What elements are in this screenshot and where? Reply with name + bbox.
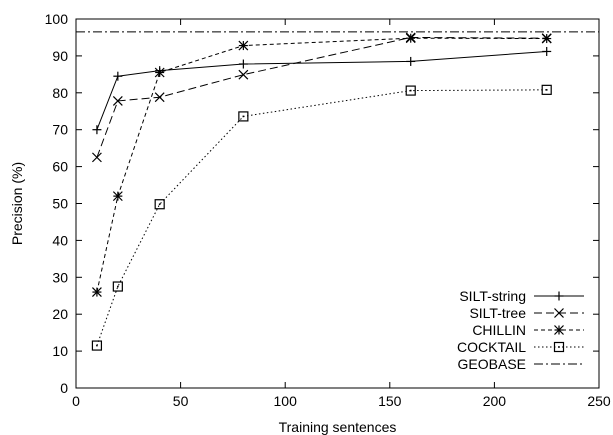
- y-tick-label: 70: [52, 122, 68, 138]
- data-point: [112, 95, 123, 106]
- y-tick-label: 20: [52, 306, 68, 322]
- data-point: [154, 67, 165, 78]
- data-point: [238, 69, 249, 80]
- x-tick-label: 200: [483, 393, 507, 409]
- legend-item: GEOBASE: [458, 356, 584, 372]
- data-point: [112, 281, 123, 292]
- data-point: [554, 291, 564, 301]
- y-tick-label: 60: [52, 159, 68, 175]
- legend: SILT-stringSILT-treeCHILLINCOCKTAILGEOBA…: [457, 288, 584, 372]
- data-point: [154, 92, 165, 103]
- data-point: [554, 308, 564, 318]
- y-tick-label: 0: [60, 380, 68, 396]
- series-silt-tree: [91, 32, 552, 163]
- data-point: [238, 111, 249, 122]
- x-tick-label: 150: [378, 393, 402, 409]
- series-line-silt-string: [96, 50, 547, 130]
- data-point: [541, 84, 552, 95]
- x-axis-title: Training sentences: [279, 419, 397, 435]
- y-tick-label: 90: [52, 48, 68, 64]
- series-layer: [76, 31, 599, 351]
- data-point: [542, 46, 552, 56]
- legend-label: CHILLIN: [472, 322, 526, 338]
- y-tick-label: 30: [52, 269, 68, 285]
- data-point: [406, 56, 416, 66]
- data-point: [238, 40, 249, 51]
- data-point: [541, 33, 552, 44]
- data-point: [91, 152, 102, 163]
- legend-item: CHILLIN: [472, 322, 584, 338]
- data-point: [154, 199, 165, 210]
- legend-label: SILT-tree: [469, 305, 526, 321]
- series-silt-string: [92, 46, 552, 135]
- data-point: [405, 85, 416, 96]
- legend-item: SILT-tree: [469, 305, 584, 321]
- y-tick-label: 10: [52, 343, 68, 359]
- y-tick-label: 80: [52, 85, 68, 101]
- data-point: [553, 341, 565, 353]
- data-point: [91, 287, 102, 297]
- y-tick-label: 100: [45, 11, 69, 27]
- data-point: [91, 340, 103, 351]
- data-point: [112, 191, 123, 202]
- y-axis-title: Precision (%): [9, 162, 25, 245]
- legend-label: GEOBASE: [458, 356, 526, 372]
- data-point: [113, 71, 123, 81]
- x-tick-label: 0: [72, 393, 80, 409]
- x-tick-label: 50: [173, 393, 189, 409]
- series-line-cocktail: [96, 89, 547, 346]
- legend-label: COCKTAIL: [457, 339, 526, 355]
- series-line-silt-tree: [96, 36, 547, 158]
- legend-label: SILT-string: [459, 288, 526, 304]
- series-chillin: [91, 33, 552, 297]
- data-point: [405, 33, 416, 44]
- y-tick-label: 50: [52, 196, 68, 212]
- legend-item: COCKTAIL: [457, 339, 584, 355]
- data-point: [92, 125, 102, 135]
- data-point: [238, 59, 248, 69]
- data-point: [554, 325, 564, 335]
- series-line-chillin: [96, 37, 547, 293]
- y-tick-label: 40: [52, 232, 68, 248]
- axes: 0 50 100 150 200 250 0 10 20 30 40 50 60 70 80 90 100: [45, 11, 611, 409]
- x-tick-label: 250: [587, 393, 611, 409]
- series-cocktail: [91, 84, 552, 351]
- legend-item: SILT-string: [459, 288, 584, 304]
- x-tick-label: 100: [274, 393, 298, 409]
